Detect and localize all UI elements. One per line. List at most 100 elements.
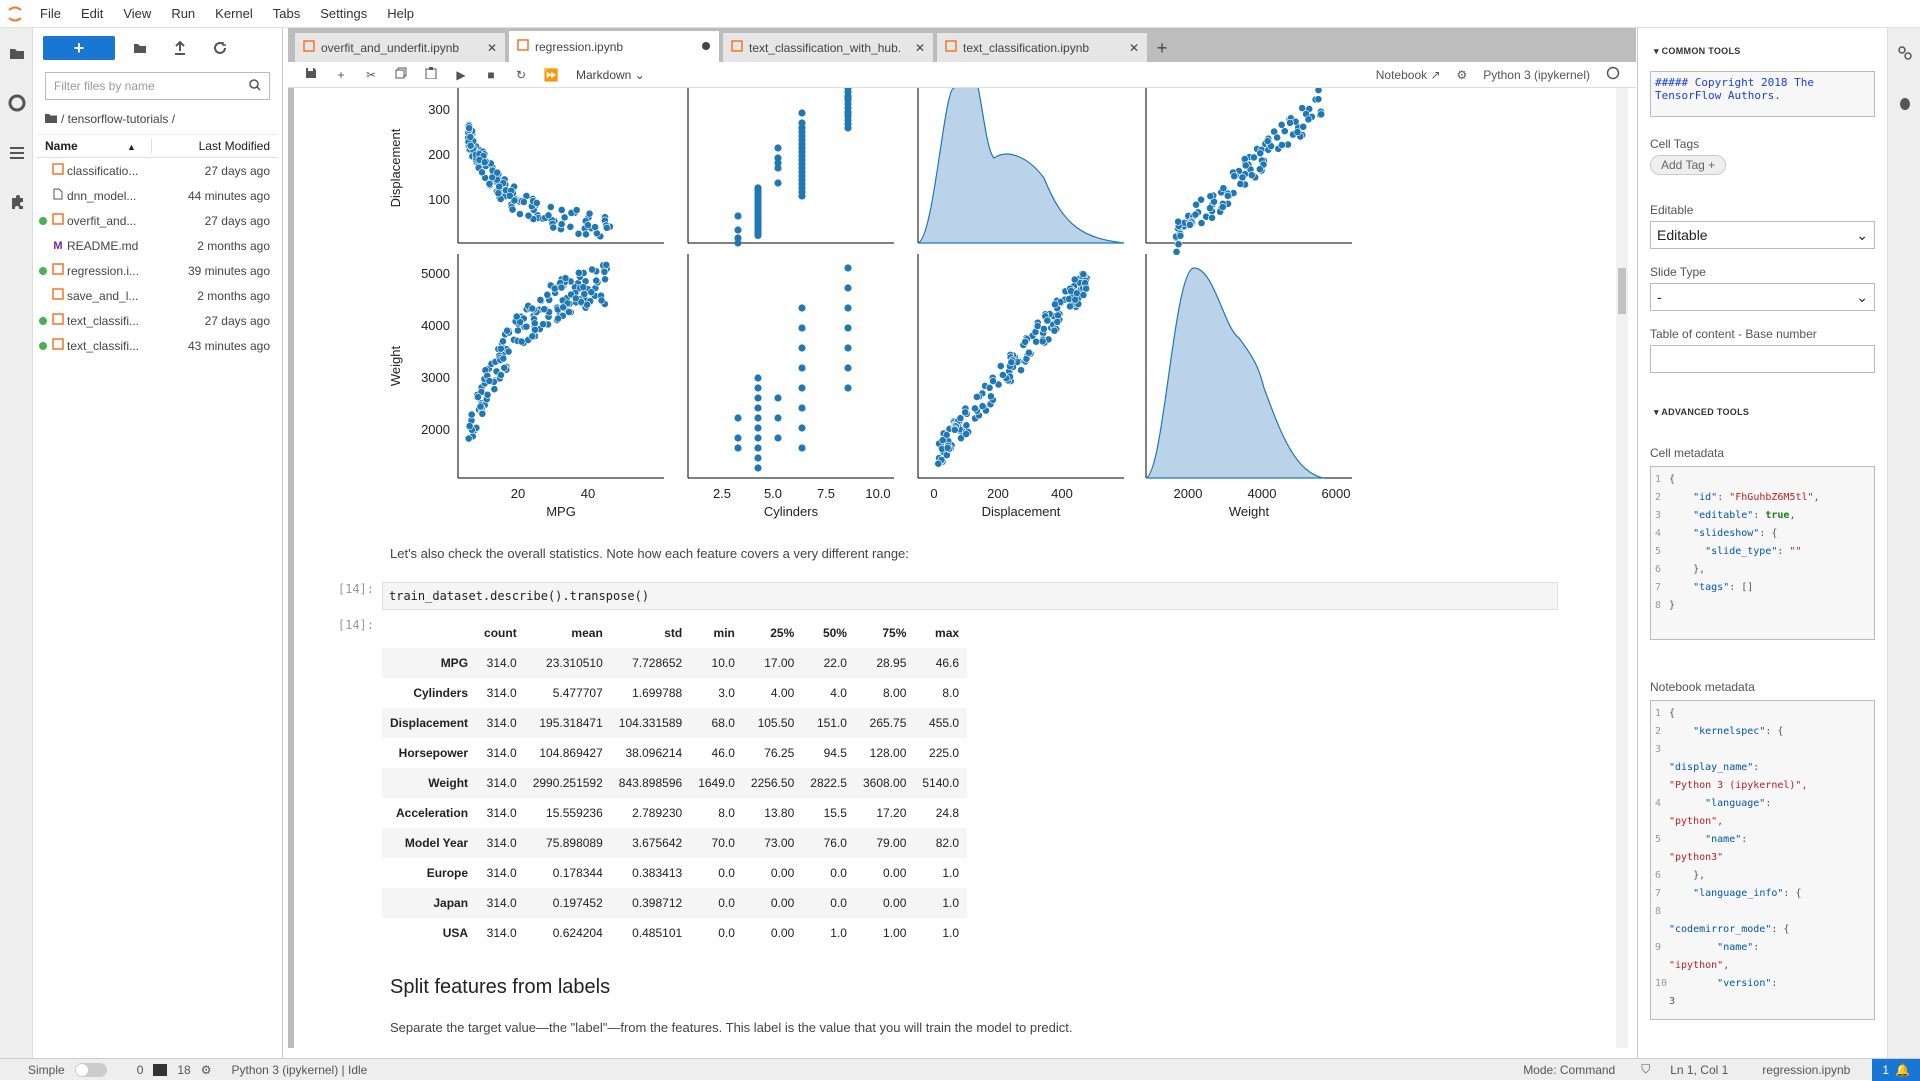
new-folder-icon[interactable] (125, 36, 155, 60)
menu-run[interactable]: Run (171, 5, 196, 21)
table-row: MPG 314.0 23.310510 7.728652 10.0 17.00 22.0 28… (382, 648, 968, 678)
kernel-status[interactable]: Python 3 (ipykernel) | Idle (231, 1062, 368, 1077)
property-inspector-icon[interactable] (1888, 28, 1920, 78)
tab-notebook[interactable]: text_classification_with_hub. ✕ (722, 32, 934, 62)
close-icon[interactable]: ✕ (914, 40, 925, 55)
tab-notebook[interactable]: overfit_and_underfit.ipynb ✕ (294, 32, 506, 62)
y-axis-label: Weight (388, 346, 403, 387)
toc-base-input[interactable] (1650, 345, 1875, 373)
scatter-point (1240, 155, 1249, 163)
restart-icon[interactable]: ↻ (515, 67, 527, 82)
simple-mode-toggle[interactable] (74, 1062, 107, 1077)
add-tab-icon[interactable]: + (1156, 37, 1168, 58)
table-row: Weight 314.0 2990.251592 843.898596 1649.0 22… (382, 768, 968, 798)
menu-kernel[interactable]: Kernel (215, 5, 253, 21)
file-row[interactable]: regression.i... 39 minutes ago (37, 258, 278, 283)
notification-button[interactable]: 1 🔔 (1872, 1058, 1920, 1081)
menu-view[interactable]: View (123, 5, 152, 21)
table-cell: 76.25 (764, 746, 795, 760)
restart-run-all-icon[interactable]: ⏩ (543, 67, 559, 82)
unsaved-dot-icon[interactable] (701, 40, 711, 54)
debugger-icon[interactable] (1888, 78, 1920, 128)
cell-type-select[interactable]: Markdown ⌄ (576, 67, 645, 82)
scatter-point (1206, 192, 1215, 201)
scatter-point (844, 364, 852, 372)
editable-select[interactable]: Editable ⌄ (1650, 221, 1875, 249)
scatter-point (467, 410, 476, 419)
file-row[interactable]: overfit_and... 27 days ago (37, 208, 278, 233)
settings-gear-icon[interactable]: ⚙ (1456, 67, 1468, 82)
slide-type-select[interactable]: - ⌄ (1650, 283, 1875, 311)
terminal-count[interactable]: 0 (136, 1062, 144, 1077)
name-column-header[interactable]: Name ▲ (37, 139, 152, 153)
upload-icon[interactable] (165, 36, 195, 60)
common-tools-header[interactable]: ▾ COMMON TOOLS (1654, 46, 1741, 56)
scatter-point (574, 229, 583, 238)
tab-notebook[interactable]: regression.ipynb (508, 30, 720, 62)
code-editor[interactable]: train_dataset.describe().transpose() (382, 582, 1558, 610)
cell-metadata-editor[interactable]: 1{ 2 "id": "FhGuhbZ6M5tl", 3 "editable":… (1650, 466, 1875, 640)
running-icon[interactable] (0, 78, 33, 128)
notebook-scrollbar[interactable] (1616, 88, 1628, 1048)
scatter-point (1038, 337, 1047, 346)
folder-icon[interactable] (0, 28, 33, 78)
menu-help[interactable]: Help (387, 5, 414, 21)
file-row[interactable]: save_and_l... 2 months ago (37, 283, 278, 308)
menu-tabs[interactable]: Tabs (272, 5, 301, 21)
table-cell: 46.0 (711, 746, 735, 760)
tab-notebook[interactable]: text_classification.ipynb ✕ (936, 32, 1148, 62)
new-launcher-button[interactable]: + (43, 36, 115, 60)
file-filter-input[interactable]: Filter files by name (45, 72, 270, 100)
save-icon[interactable] (296, 67, 326, 82)
scatter-point (1280, 127, 1289, 136)
run-icon[interactable]: ▶ (456, 67, 466, 82)
advanced-tools-header[interactable]: ▾ ADVANCED TOOLS (1654, 407, 1750, 417)
breadcrumb[interactable]: / tensorflow-tutorials / (33, 104, 282, 134)
cursor-position[interactable]: Ln 1, Col 1 (1670, 1062, 1729, 1077)
insert-cell-icon[interactable]: + (337, 67, 345, 82)
file-row[interactable]: text_classifi... 27 days ago (37, 308, 278, 333)
scatter-point (1032, 337, 1041, 346)
close-icon[interactable]: ✕ (1128, 40, 1139, 55)
file-row[interactable]: dnn_model... 44 minutes ago (37, 183, 278, 208)
table-cell: 4.00 (770, 686, 795, 700)
kernel-count[interactable]: 18 (177, 1062, 191, 1077)
scatter-point (798, 384, 806, 392)
notebook-view-button[interactable]: Notebook ↗ (1375, 67, 1441, 82)
add-tag-button[interactable]: Add Tag + (1650, 155, 1727, 175)
table-cell: 17.20 (876, 806, 907, 820)
markdown-cell[interactable]: Let's also check the overall statistics.… (294, 546, 1594, 561)
running-indicator (39, 316, 47, 325)
scrollbar-thumb[interactable] (1618, 268, 1626, 314)
scatter-point (600, 267, 609, 276)
notebook-icon (945, 40, 957, 55)
notebook-area[interactable]: 300 200 100 Displacement 5000 4000 3000 2000 Wei… (288, 88, 1628, 1048)
copy-icon[interactable] (386, 67, 416, 82)
extension-icon[interactable] (0, 178, 33, 228)
scatter-point (1273, 133, 1282, 142)
kernel-name[interactable]: Python 3 (ipykernel) (1483, 67, 1590, 82)
file-row[interactable]: classificatio... 27 days ago (37, 158, 278, 183)
modified-column-header[interactable]: Last Modified (198, 139, 270, 153)
scatter-point (961, 408, 970, 417)
paste-icon[interactable] (416, 67, 446, 82)
cut-icon[interactable]: ✂ (365, 67, 377, 82)
menu-settings[interactable]: Settings (320, 5, 368, 21)
file-row[interactable]: M README.md 2 months ago (37, 233, 278, 258)
notebook-metadata-editor[interactable]: 1{ 2 "kernelspec": { 3 "display_name": "… (1650, 700, 1875, 1020)
x-tick-label: 10.0 (865, 486, 890, 501)
table-cell: 314.0 (486, 806, 517, 820)
code-cell[interactable]: [14]: train_dataset.describe().transpose… (294, 582, 1594, 610)
scatter-point (499, 337, 507, 346)
shield-icon[interactable]: ⛉ (1641, 1062, 1651, 1076)
toc-icon[interactable] (0, 128, 33, 178)
refresh-icon[interactable] (205, 36, 235, 60)
stop-icon[interactable]: ■ (487, 67, 495, 82)
scatter-point (844, 264, 852, 272)
menu-file[interactable]: File (40, 5, 61, 21)
scatter-point (989, 377, 997, 385)
menu-edit[interactable]: Edit (80, 5, 104, 21)
table-cell: 314.0 (476, 828, 525, 858)
file-row[interactable]: text_classifi... 43 minutes ago (37, 333, 278, 358)
close-icon[interactable]: ✕ (486, 40, 497, 55)
